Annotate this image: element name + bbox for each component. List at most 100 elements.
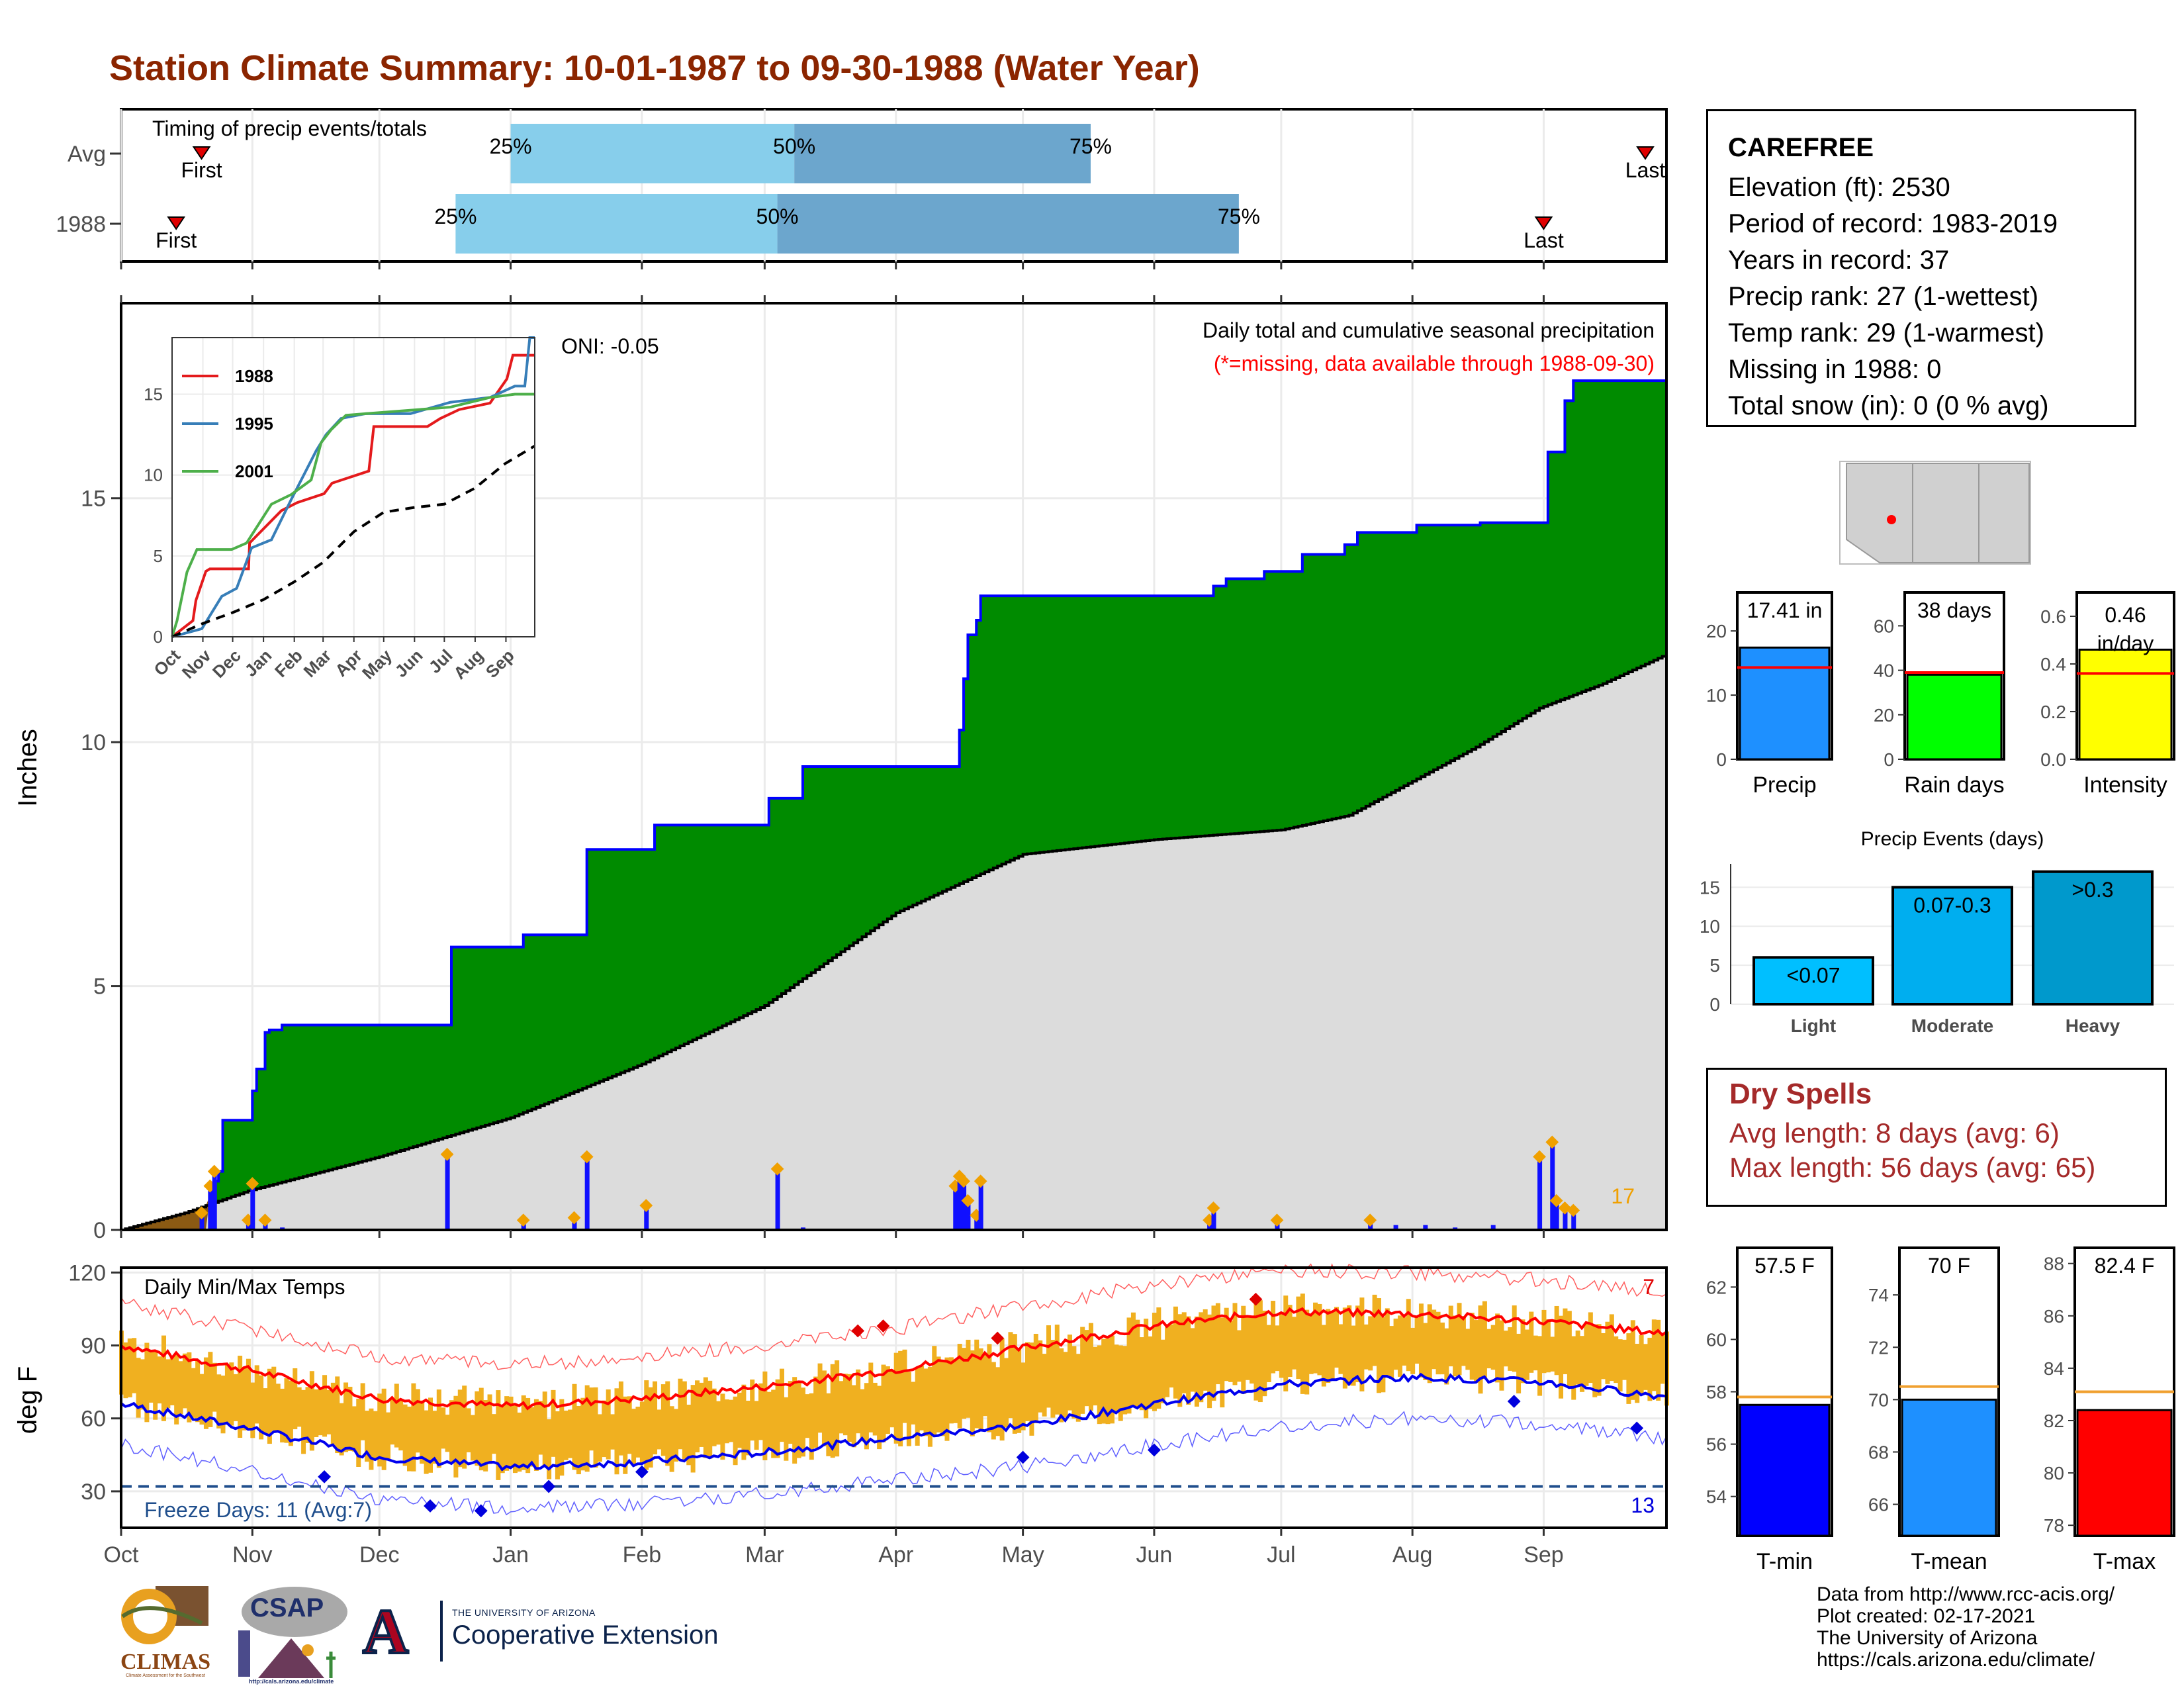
record-high-count: 7 — [1643, 1275, 1655, 1299]
daily-temp-range-bar — [999, 1338, 1005, 1441]
daily-temp-range-bar — [1054, 1325, 1060, 1415]
daily-temp-range-bar — [1304, 1309, 1310, 1395]
daily-temp-range-bar — [674, 1409, 679, 1462]
average-cumulative-line — [121, 654, 1668, 1231]
precip-event-count: 17 — [1611, 1184, 1635, 1208]
daily-temp-range-bar — [500, 1406, 505, 1474]
precip-events-bar-label: 0.07-0.3 — [1913, 893, 1991, 917]
daily-temp-range-bar — [1101, 1338, 1107, 1424]
summary-bar-tick-label: 54 — [1706, 1487, 1727, 1507]
summary-bar-tick-label: 58 — [1706, 1382, 1727, 1403]
daily-temp-range-bar — [635, 1406, 641, 1458]
precip-events-category-label: Light — [1791, 1015, 1836, 1036]
daily-temp-range-bar — [559, 1399, 565, 1476]
daily-temp-range-bar — [1232, 1303, 1238, 1385]
temps-title: Daily Min/Max Temps — [144, 1275, 345, 1299]
daily-temp-range-bar — [889, 1371, 895, 1428]
daily-temp-range-bar — [296, 1387, 302, 1427]
daily-temp-range-bar — [1486, 1329, 1492, 1369]
daily-temp-range-bar — [881, 1364, 886, 1442]
daily-temp-range-bar — [1508, 1327, 1513, 1371]
daily-temp-range-bar — [750, 1380, 755, 1441]
precip-y-tick-label: 10 — [81, 730, 106, 755]
daily-precip-bar — [1537, 1156, 1543, 1230]
record-low-marker — [1148, 1443, 1161, 1457]
daily-temp-range-bar — [686, 1405, 692, 1466]
daily-temp-range-bar — [1317, 1303, 1322, 1376]
daily-temp-range-bar — [1130, 1312, 1136, 1407]
daily-temp-range-bar — [432, 1411, 437, 1464]
summary-bar-tick-label: 86 — [2044, 1306, 2064, 1327]
daily-temp-range-bar — [441, 1407, 446, 1449]
daily-temp-range-bar — [1220, 1317, 1225, 1408]
precip-events-bar — [2032, 870, 2154, 1006]
daily-temp-range-bar — [1321, 1325, 1326, 1387]
cumulative-precip-line — [121, 379, 1666, 1231]
temps-x-tick-label: Dec — [359, 1542, 399, 1568]
daily-temp-range-bar — [1461, 1316, 1466, 1366]
daily-temp-range-bar — [284, 1378, 289, 1443]
last-marker-icon — [1636, 146, 1655, 160]
daily-temp-range-bar — [1326, 1309, 1331, 1383]
daily-temp-range-bar — [568, 1409, 573, 1458]
daily-temp-range-bar — [1038, 1340, 1043, 1413]
daily-precip-bar — [644, 1205, 649, 1230]
first-marker-icon — [167, 216, 186, 230]
precip-y-tick-label: 15 — [81, 487, 106, 512]
inset-y-tick-label: 10 — [144, 465, 163, 485]
timing-label-75: 75% — [1218, 205, 1260, 228]
daily-temp-range-bar — [347, 1386, 353, 1451]
daily-temp-range-bar — [1156, 1307, 1161, 1409]
daily-temp-range-bar — [259, 1375, 264, 1440]
record-low-marker — [635, 1465, 649, 1479]
daily-temp-range-bar — [623, 1396, 628, 1474]
daily-temp-range-bar — [246, 1358, 251, 1430]
daily-precip-bar — [966, 1200, 971, 1230]
daily-temp-range-bar — [915, 1367, 920, 1446]
daily-temp-range-bar — [830, 1364, 835, 1458]
daily-temp-range-bar — [1236, 1330, 1242, 1382]
daily-temp-range-bar — [1520, 1319, 1525, 1383]
daily-temp-range-bar — [1347, 1305, 1352, 1385]
daily-temp-range-bar — [614, 1388, 619, 1475]
precip-event-marker — [1206, 1201, 1220, 1215]
timing-label-75: 75% — [1069, 134, 1112, 158]
precip-event-marker — [1567, 1203, 1580, 1217]
daily-precip-bar — [584, 1156, 590, 1230]
daily-temp-range-bar — [1406, 1299, 1411, 1372]
daily-temp-range-bar — [699, 1382, 704, 1447]
daily-temp-range-bar — [584, 1385, 590, 1472]
daily-precip-bar — [208, 1186, 213, 1230]
precip-events-bar — [1891, 886, 2013, 1006]
daily-temp-range-bar — [893, 1352, 899, 1444]
daily-temp-range-bar — [775, 1379, 780, 1458]
daily-temp-range-bar — [940, 1360, 946, 1436]
temps-x-tick-label: Mar — [745, 1542, 784, 1568]
daily-temp-range-bar — [1021, 1362, 1026, 1430]
daily-temp-range-bar — [1105, 1338, 1111, 1425]
daily-precip-bar — [953, 1186, 958, 1230]
daily-temp-range-bar — [1355, 1305, 1360, 1383]
daily-temp-range-bar — [1571, 1336, 1576, 1400]
daily-temp-range-bar — [1241, 1305, 1246, 1394]
daily-temp-range-bar — [902, 1349, 907, 1423]
station-line: Precip rank: 27 (1-wettest) — [1728, 282, 2039, 311]
dry-spells-title: Dry Spells — [1729, 1078, 1872, 1110]
daily-temp-range-bar — [445, 1415, 450, 1452]
inset-y-tick-label: 5 — [154, 546, 163, 566]
daily-temp-range-bar — [1334, 1307, 1340, 1368]
daily-temp-range-bar — [1148, 1336, 1153, 1409]
precip-event-marker — [1549, 1194, 1563, 1207]
timing-row-label: Avg — [68, 142, 106, 167]
logo-divider — [440, 1601, 443, 1662]
daily-temp-range-bar — [398, 1399, 404, 1451]
daily-temp-range-bar — [1275, 1325, 1280, 1372]
daily-temp-range-bar — [1266, 1325, 1271, 1382]
daily-temp-range-bar — [1376, 1298, 1381, 1393]
daily-temp-range-bar — [665, 1381, 670, 1466]
daily-temp-range-bar — [478, 1387, 484, 1471]
daily-temp-range-bar — [195, 1359, 201, 1423]
precip-event-marker — [580, 1150, 594, 1164]
daily-precip-bar — [1393, 1225, 1398, 1230]
daily-temp-range-bar — [1448, 1305, 1453, 1367]
